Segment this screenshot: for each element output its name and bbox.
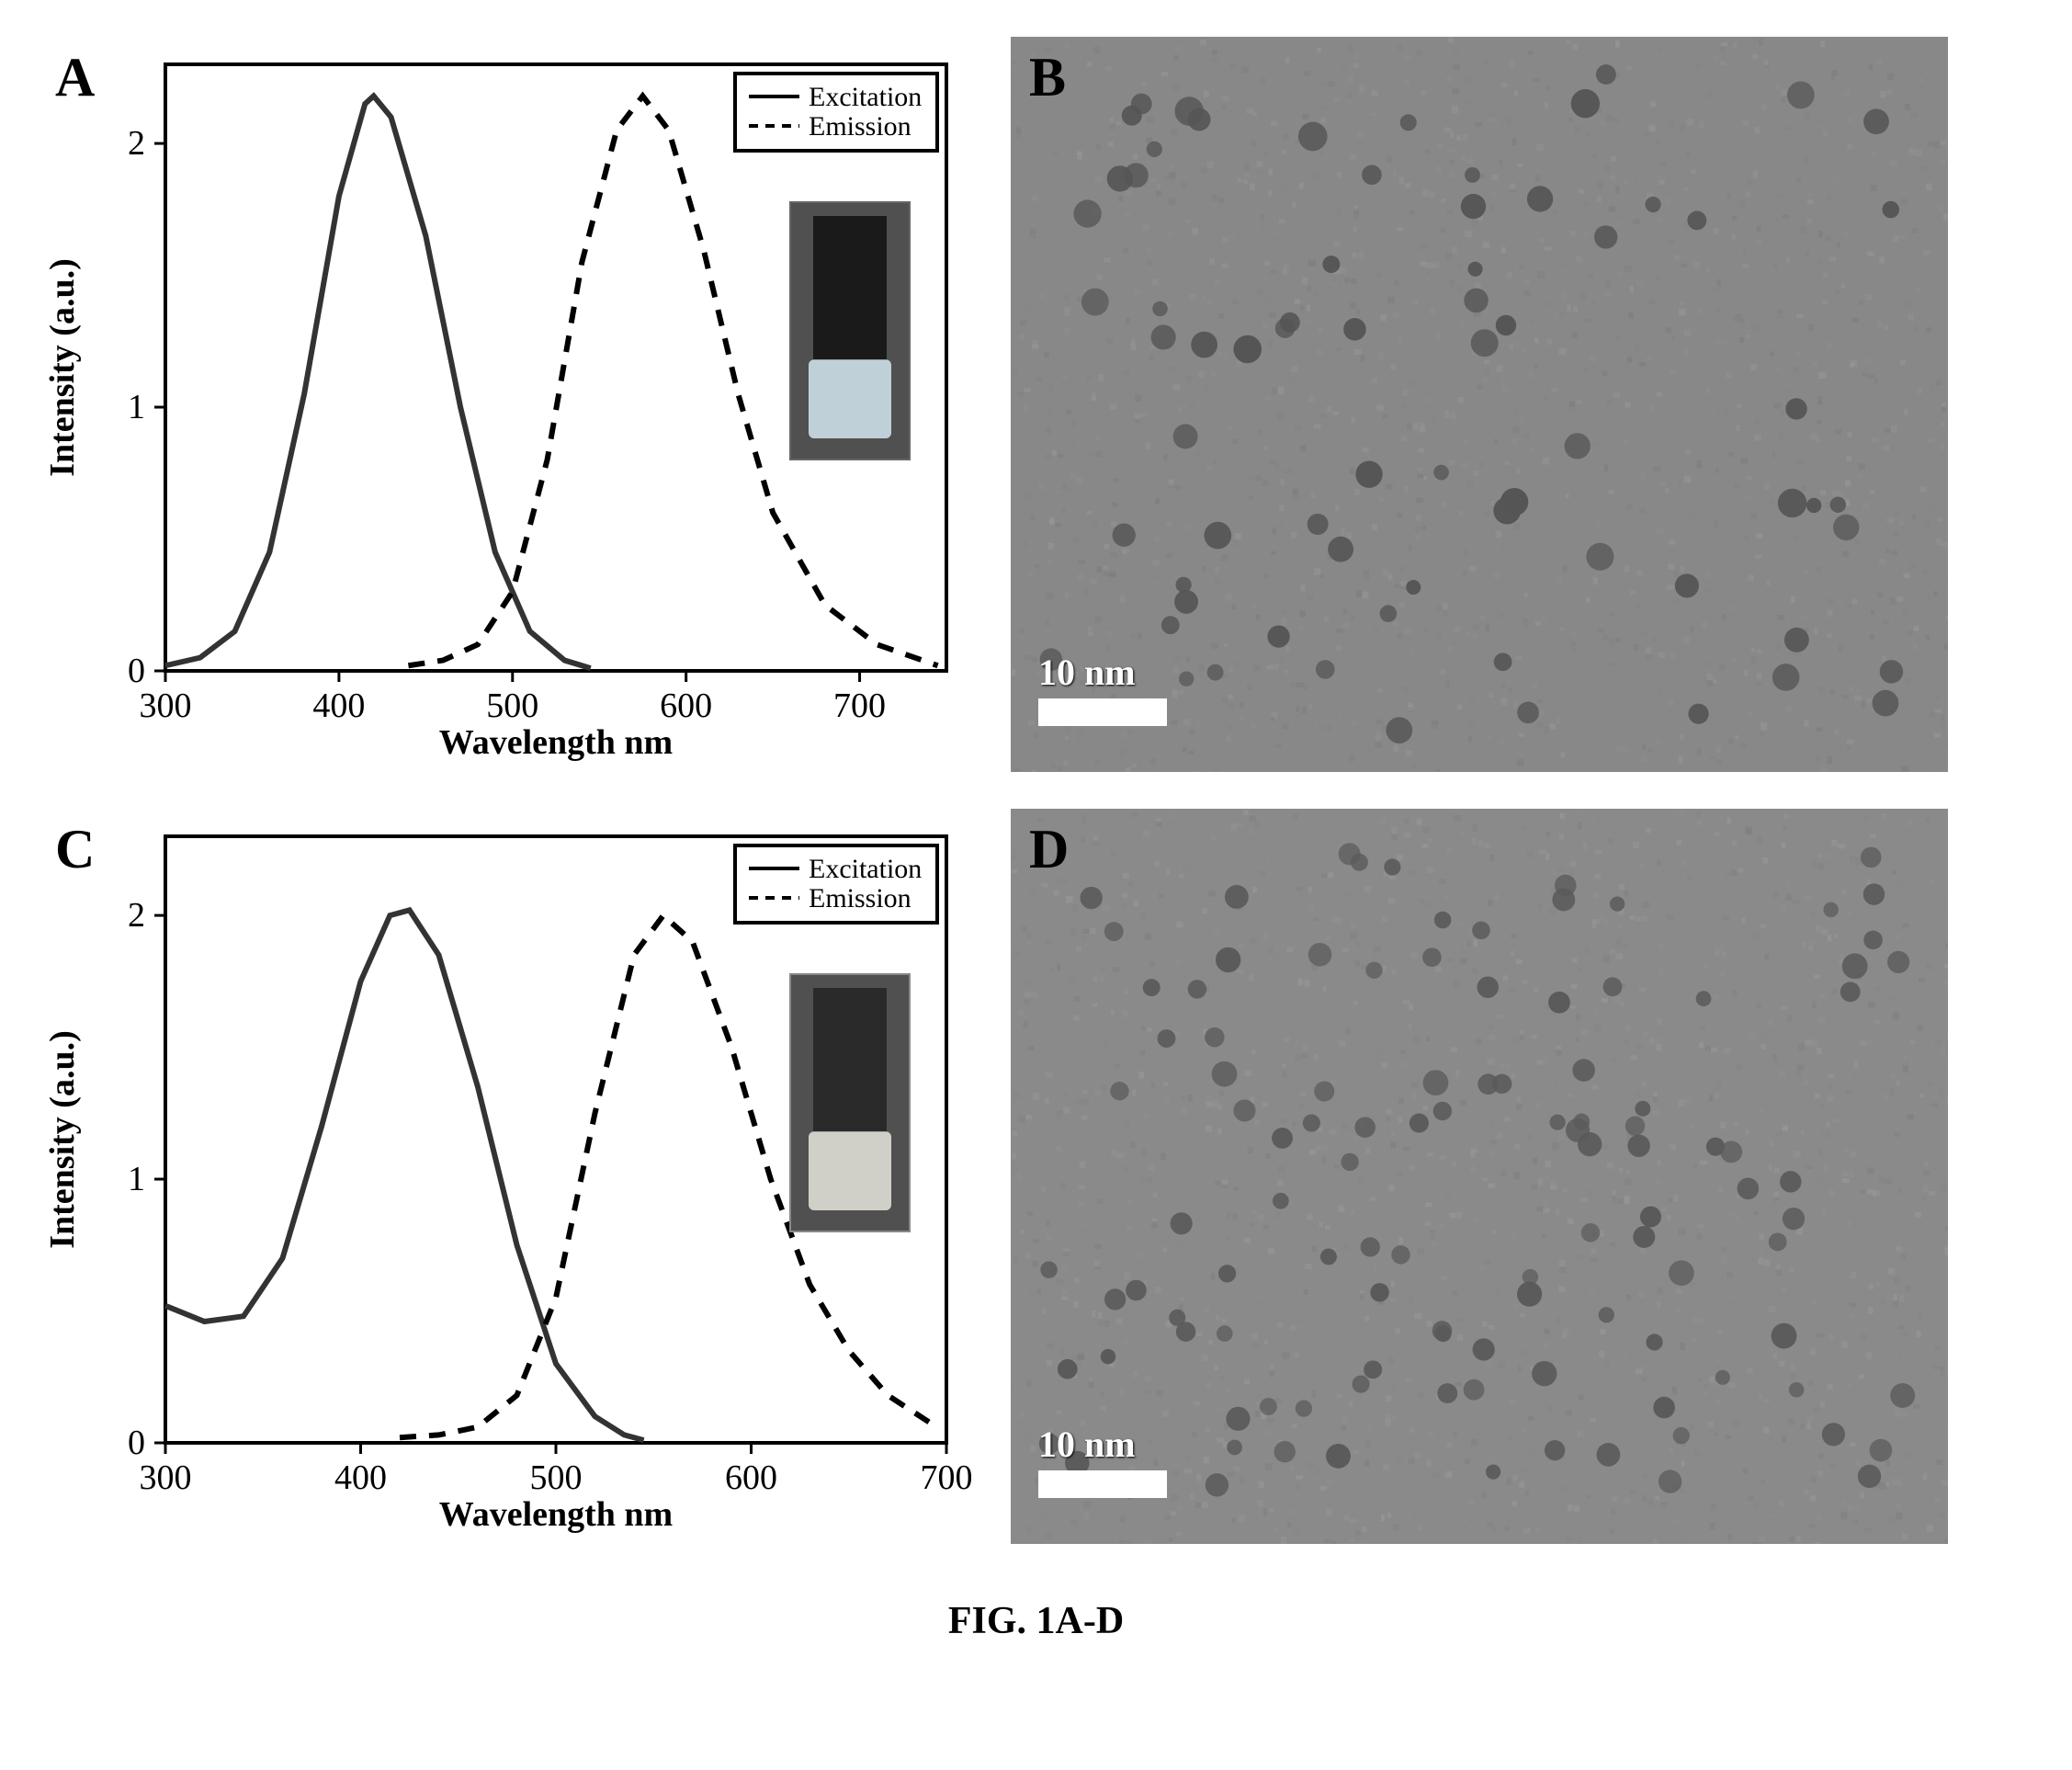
svg-text:400: 400 [334,1458,387,1497]
svg-text:600: 600 [660,686,712,725]
svg-text:700: 700 [833,686,886,725]
svg-text:Excitation: Excitation [809,82,922,112]
svg-text:Emission: Emission [809,111,911,142]
svg-text:Intensity (a.u.): Intensity (a.u.) [43,258,82,477]
figure-caption: FIG. 1A-D [37,1599,2035,1643]
panel-row-1: A 300 400 500 600 700 0 1 2 Wavelength nm Intensi… [37,37,2035,772]
panel-row-2: C 300 400 500 600 700 0 1 2 Wavelength nm Intensi… [37,809,2035,1544]
svg-text:Emission: Emission [809,883,911,913]
svg-text:500: 500 [486,686,538,725]
panel-a-label: A [55,46,95,109]
panel-d: D 10 nm [1011,809,1948,1544]
scale-bar-b [1038,698,1167,726]
panel-c-label: C [55,818,95,881]
chart-a-svg: 300 400 500 600 700 0 1 2 Wavelength nm Intensity… [37,37,974,772]
figure-container: A 300 400 500 600 700 0 1 2 Wavelength nm Intensi… [37,37,2035,1643]
svg-text:Excitation: Excitation [809,854,922,884]
svg-text:1: 1 [128,1160,145,1198]
svg-text:500: 500 [530,1458,583,1497]
scale-bar-d [1038,1470,1167,1498]
svg-text:600: 600 [725,1458,777,1497]
panel-c: C 300 400 500 600 700 0 1 2 Wavelength nm Intensi… [37,809,974,1544]
svg-text:0: 0 [128,1424,145,1462]
svg-text:300: 300 [140,1458,192,1497]
scale-bar-b-text: 10 nm [1038,651,1136,694]
svg-text:2: 2 [128,124,145,163]
tem-d-svg [1011,809,1948,1544]
svg-text:1: 1 [128,388,145,426]
svg-text:Wavelength nm: Wavelength nm [439,723,673,762]
svg-text:Wavelength nm: Wavelength nm [439,1495,673,1534]
svg-text:400: 400 [312,686,365,725]
svg-text:Intensity (a.u.): Intensity (a.u.) [43,1030,82,1249]
panel-a: A 300 400 500 600 700 0 1 2 Wavelength nm Intensi… [37,37,974,772]
svg-text:0: 0 [128,652,145,690]
panel-d-label: D [1029,818,1069,881]
scale-bar-d-text: 10 nm [1038,1423,1136,1466]
panel-b-label: B [1029,46,1066,109]
svg-text:2: 2 [128,896,145,935]
svg-text:700: 700 [921,1458,973,1497]
tem-b-svg [1011,37,1948,772]
chart-c-svg: 300 400 500 600 700 0 1 2 Wavelength nm Intensity… [37,809,974,1544]
panel-b: B 10 nm [1011,37,1948,772]
svg-text:300: 300 [140,686,192,725]
